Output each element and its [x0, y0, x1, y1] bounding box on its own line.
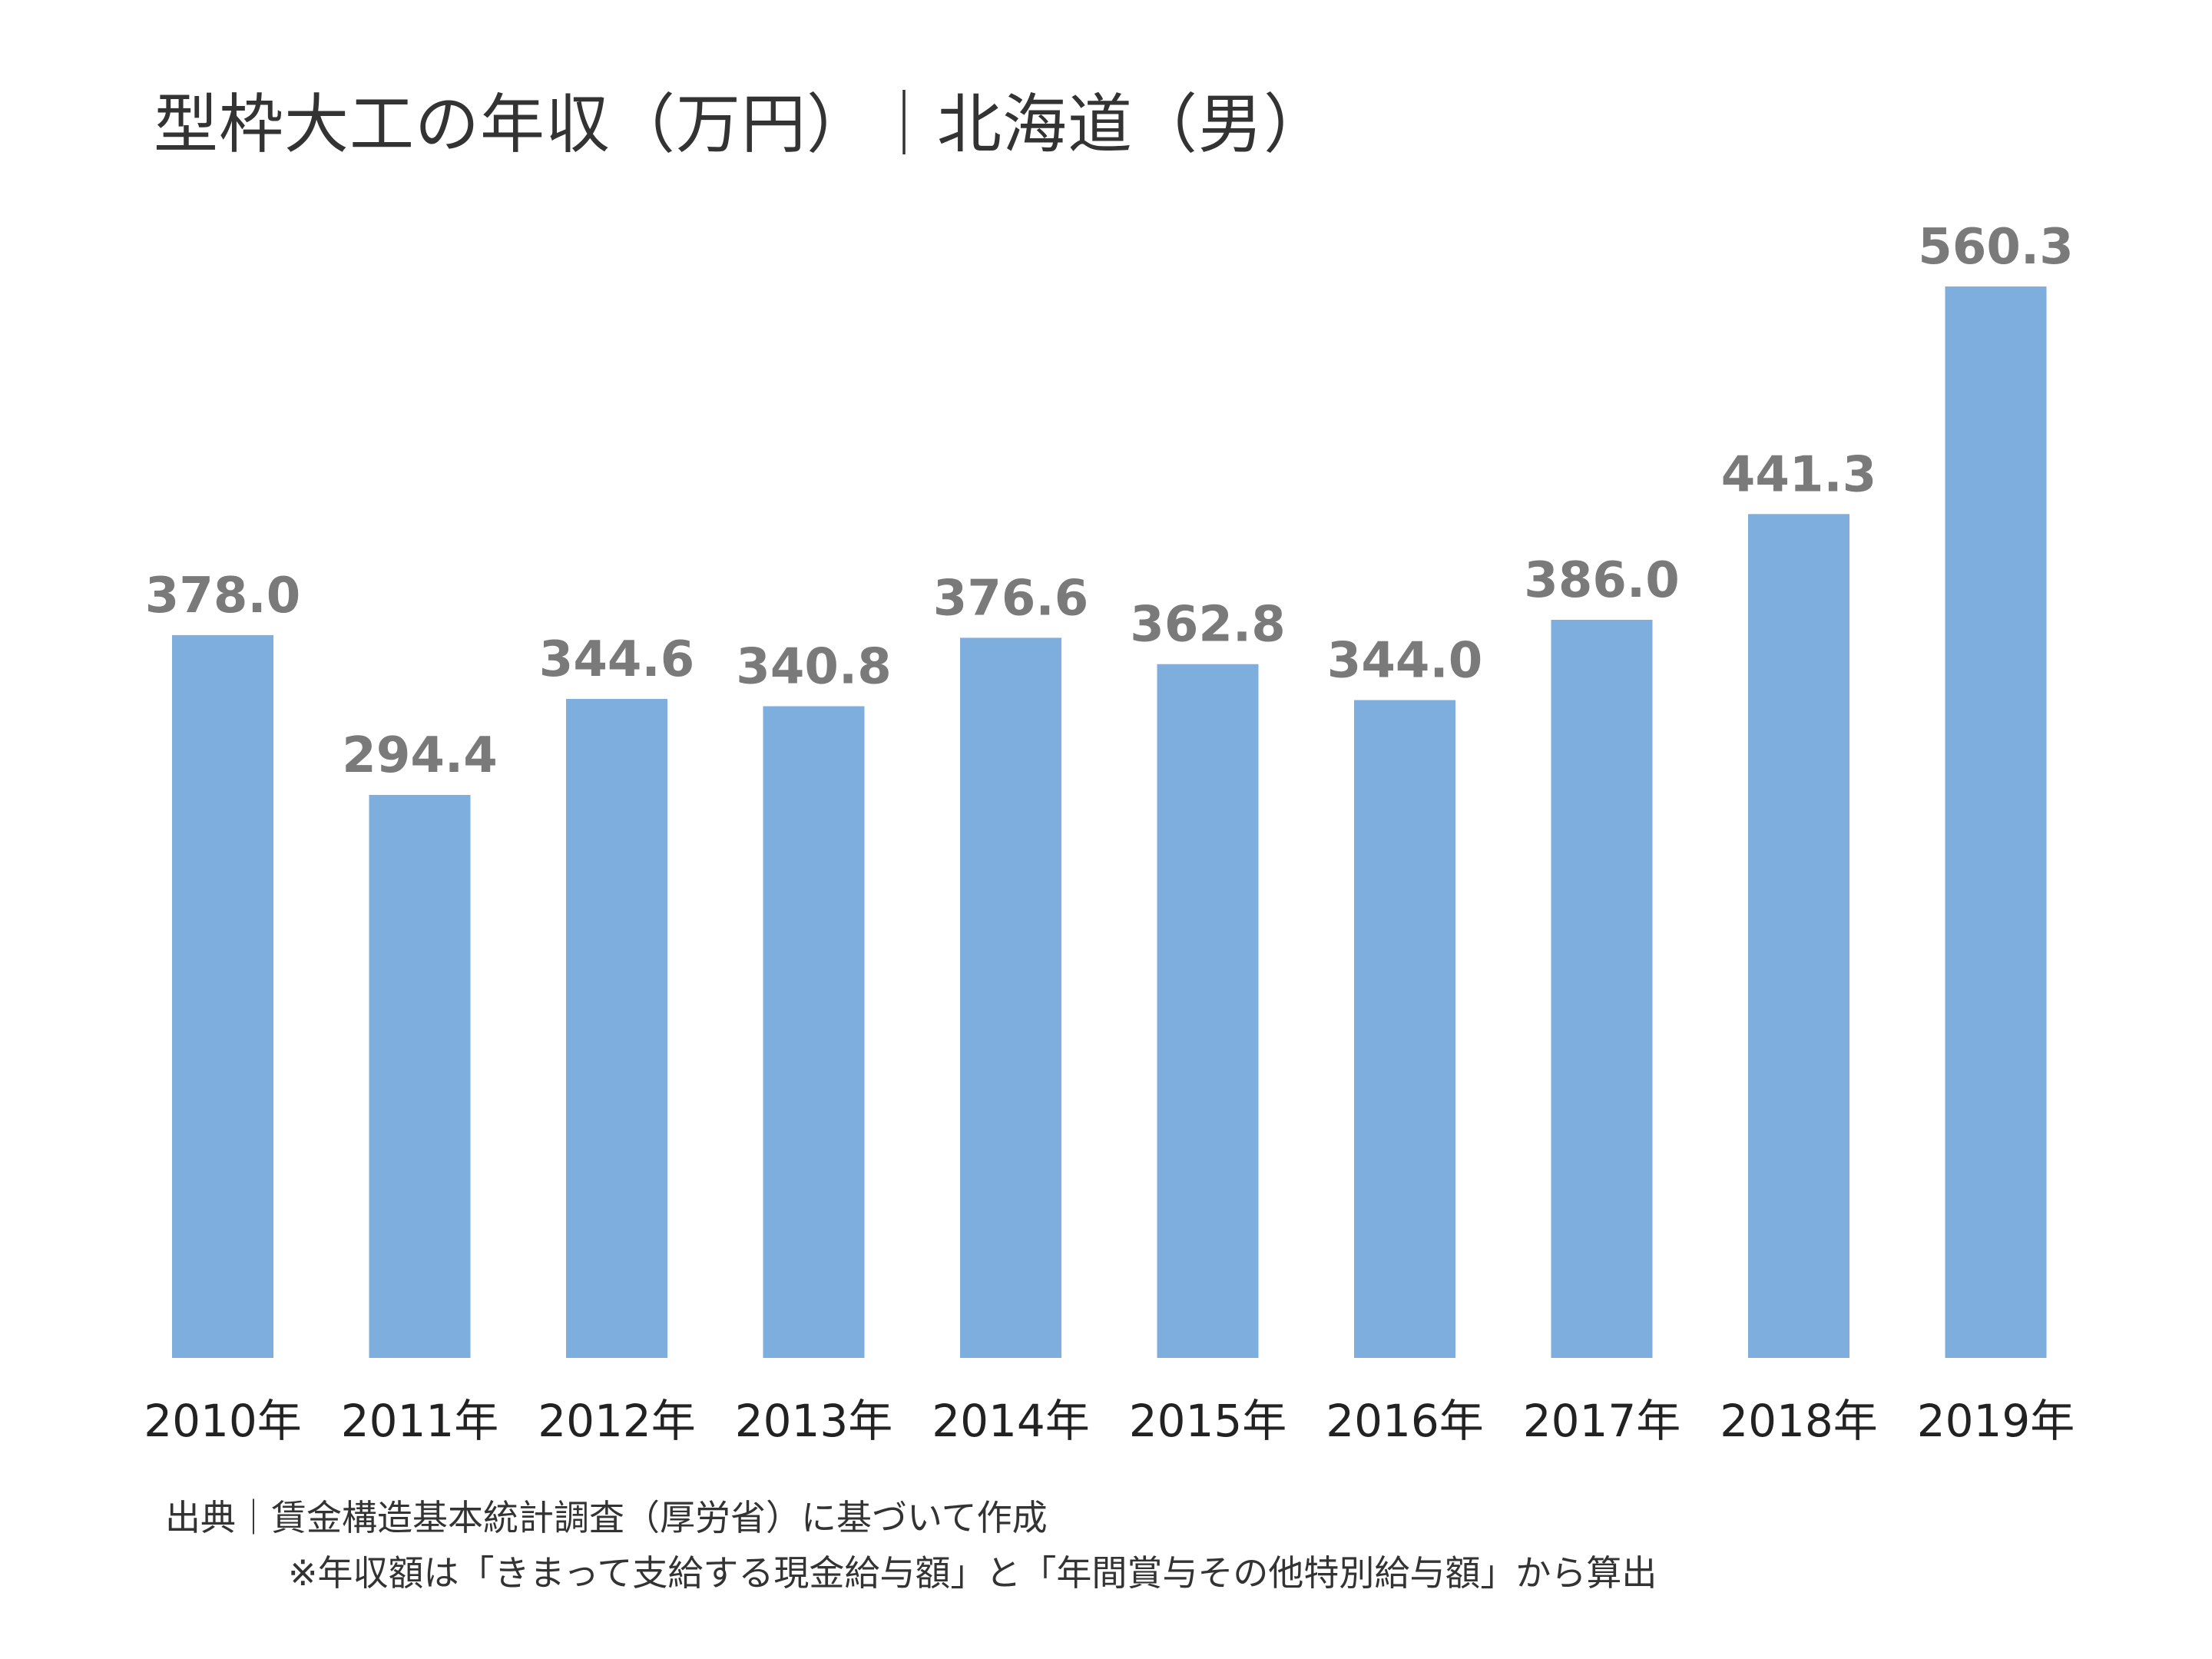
x-tick-label: 2018年 — [1720, 1395, 1878, 1447]
value-label: 376.6 — [933, 570, 1088, 627]
bar-2013年 — [763, 706, 865, 1358]
value-label: 344.6 — [539, 631, 694, 688]
x-tick-label: 2019年 — [1917, 1395, 2075, 1447]
value-label: 386.0 — [1524, 552, 1679, 609]
x-tick-label: 2011年 — [341, 1395, 499, 1447]
bar-2011年 — [369, 795, 471, 1358]
bar-2019年 — [1945, 286, 2047, 1358]
value-label: 362.8 — [1130, 597, 1285, 654]
x-tick-label: 2010年 — [144, 1395, 302, 1447]
source-note: 出典｜賃金構造基本統計調査（厚労省）に基づいて作成 — [165, 1497, 1048, 1538]
value-label: 378.0 — [145, 568, 300, 624]
bar-2018年 — [1748, 514, 1849, 1358]
value-label: 340.8 — [736, 639, 891, 696]
bar-2015年 — [1157, 664, 1259, 1358]
x-tick-label: 2012年 — [538, 1395, 696, 1447]
bar-2012年 — [566, 699, 667, 1358]
bar-2016年 — [1354, 700, 1455, 1358]
value-label: 560.3 — [1918, 219, 2073, 276]
x-tick-label: 2015年 — [1129, 1395, 1287, 1447]
bar-2010年 — [172, 634, 273, 1358]
value-label: 441.3 — [1721, 446, 1876, 503]
x-tick-label: 2016年 — [1326, 1395, 1484, 1447]
x-tick-label: 2017年 — [1523, 1395, 1681, 1447]
value-label: 344.0 — [1327, 633, 1482, 690]
x-tick-label: 2014年 — [932, 1395, 1090, 1447]
x-tick-label: 2013年 — [735, 1395, 893, 1447]
bar-2014年 — [960, 637, 1061, 1358]
bar-2017年 — [1551, 620, 1653, 1358]
calculation-note: ※年収額は「きまって支給する現金給与額」と「年間賞与その他特別給与額」から算出 — [288, 1552, 1657, 1594]
value-label: 294.4 — [342, 727, 497, 784]
chart-title: 型枠大工の年収（万円）｜北海道（男） — [154, 87, 1330, 162]
